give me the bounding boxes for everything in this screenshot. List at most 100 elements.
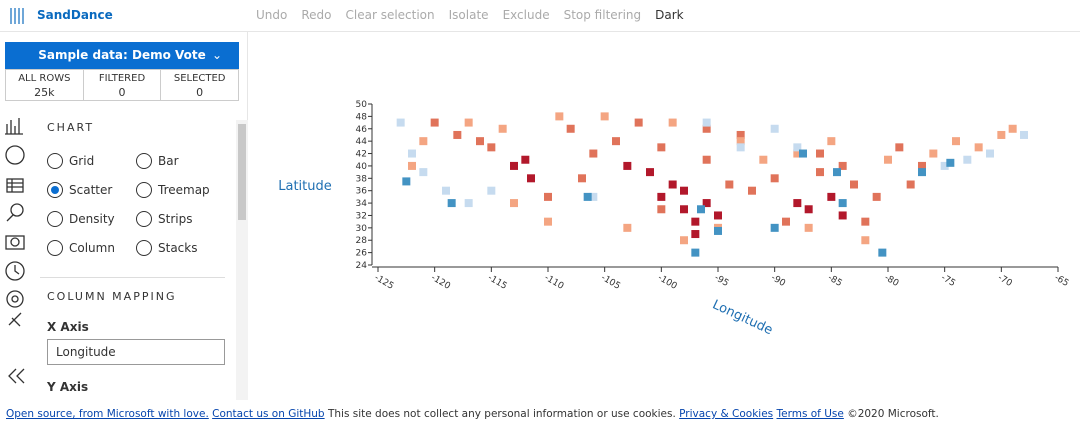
y-tick-label: 24 (356, 261, 368, 271)
point (804, 223, 813, 232)
footer-link[interactable]: Open source, from Microsoft with love. (6, 408, 209, 420)
y-tick-label: 48 (356, 112, 368, 122)
point (464, 118, 473, 127)
history-icon[interactable] (5, 261, 25, 281)
x-axis-select[interactable]: Longitude (47, 339, 225, 365)
point (714, 211, 722, 220)
point (736, 130, 745, 139)
toolbar-button[interactable]: Exclude (502, 8, 550, 22)
point (838, 211, 847, 220)
point (804, 205, 813, 214)
chart-type-radio[interactable]: Scatter (47, 182, 112, 198)
y-tick-label: 44 (356, 137, 368, 147)
point (510, 199, 518, 208)
pin-icon[interactable] (8, 312, 22, 327)
point (680, 205, 688, 214)
color-icon[interactable] (5, 145, 25, 165)
chart-type-radio[interactable]: Treemap (136, 182, 210, 198)
footer-link[interactable]: Contact us on GitHub (212, 408, 325, 420)
x-tick-label: -125 (373, 273, 396, 292)
radio-label: Grid (69, 154, 95, 168)
point (838, 161, 847, 170)
point (770, 223, 779, 232)
point (697, 205, 705, 214)
point (691, 248, 700, 257)
dataset-dropdown[interactable]: Sample data: Demo Vote (5, 42, 239, 69)
sidebar: Sample data: Demo Vote ⌄ ALL ROWS 25k FILT… (0, 32, 248, 400)
point (895, 143, 904, 152)
point (612, 137, 620, 146)
logo (10, 8, 26, 24)
y-tick-label: 50 (356, 100, 368, 110)
toolbar-button[interactable]: Clear selection (345, 8, 435, 22)
toolbar-button[interactable]: Stop filtering (563, 8, 642, 22)
footer-text: ©2020 Microsoft. (847, 408, 939, 420)
point (770, 174, 779, 183)
y-tick-label: 46 (356, 125, 368, 135)
point (1020, 130, 1028, 139)
stat-label: SELECTED (173, 73, 226, 84)
x-tick-label: -75 (939, 273, 957, 289)
point (430, 118, 439, 127)
stat: SELECTED 0 (161, 70, 238, 100)
point (799, 149, 807, 158)
chart-type-radio[interactable]: Density (47, 211, 115, 227)
divider (40, 277, 225, 278)
y-tick-label: 26 (356, 249, 368, 259)
radio-circle (136, 153, 152, 169)
point (861, 217, 870, 226)
point (498, 124, 507, 133)
stat-value: 25k (34, 86, 55, 99)
chart-type-radio[interactable]: Grid (47, 153, 94, 169)
x-axis-title: Longitude (710, 297, 775, 338)
point (657, 205, 666, 214)
field-label: X Axis (47, 320, 89, 334)
table-icon[interactable] (6, 178, 24, 193)
toolbar-button[interactable]: Redo (301, 8, 332, 22)
app-name[interactable]: SandDance (37, 8, 113, 22)
chart-icon[interactable] (5, 118, 23, 135)
radio-label: Scatter (69, 183, 113, 197)
point (691, 217, 700, 226)
stat-value: 0 (118, 86, 126, 99)
point (940, 161, 949, 170)
chart-type-radio[interactable]: Bar (136, 153, 179, 169)
dropdown-chevron: ⌄ (212, 48, 223, 62)
point (816, 168, 824, 177)
point (583, 192, 592, 201)
settings-icon[interactable] (6, 290, 24, 308)
point (408, 161, 416, 170)
point (827, 192, 836, 201)
x-tick-label: -85 (826, 273, 844, 289)
toolbar-button[interactable]: Isolate (448, 8, 489, 22)
chart-type-radio[interactable]: Stacks (136, 240, 197, 256)
scrollbar[interactable] (236, 120, 248, 400)
point (396, 118, 405, 127)
radio-label: Density (69, 212, 115, 226)
collapse-icon[interactable] (8, 368, 25, 384)
radio-circle (136, 182, 152, 198)
chart-type-radio[interactable]: Strips (136, 211, 192, 227)
toolbar-button[interactable]: Undo (256, 8, 288, 22)
point (646, 168, 654, 177)
point (918, 168, 926, 177)
x-tick-label: -70 (996, 273, 1014, 289)
stat-value: 0 (196, 86, 204, 99)
footer-link[interactable]: Privacy & Cookies (679, 408, 774, 420)
footer-link[interactable]: Terms of Use (776, 408, 844, 420)
point (447, 199, 456, 208)
point (702, 124, 711, 133)
chart-type-radio[interactable]: Column (47, 240, 115, 256)
point (578, 174, 586, 183)
search-icon[interactable] (10, 203, 24, 217)
point (510, 161, 518, 170)
x-tick-label: -90 (769, 273, 787, 289)
point (555, 112, 564, 121)
point (521, 155, 530, 164)
radio-circle (47, 182, 63, 198)
snapshot-icon[interactable] (5, 235, 25, 250)
toolbar-button[interactable]: Dark (655, 8, 684, 22)
point (714, 226, 722, 235)
point (997, 130, 1006, 139)
point (668, 118, 677, 127)
